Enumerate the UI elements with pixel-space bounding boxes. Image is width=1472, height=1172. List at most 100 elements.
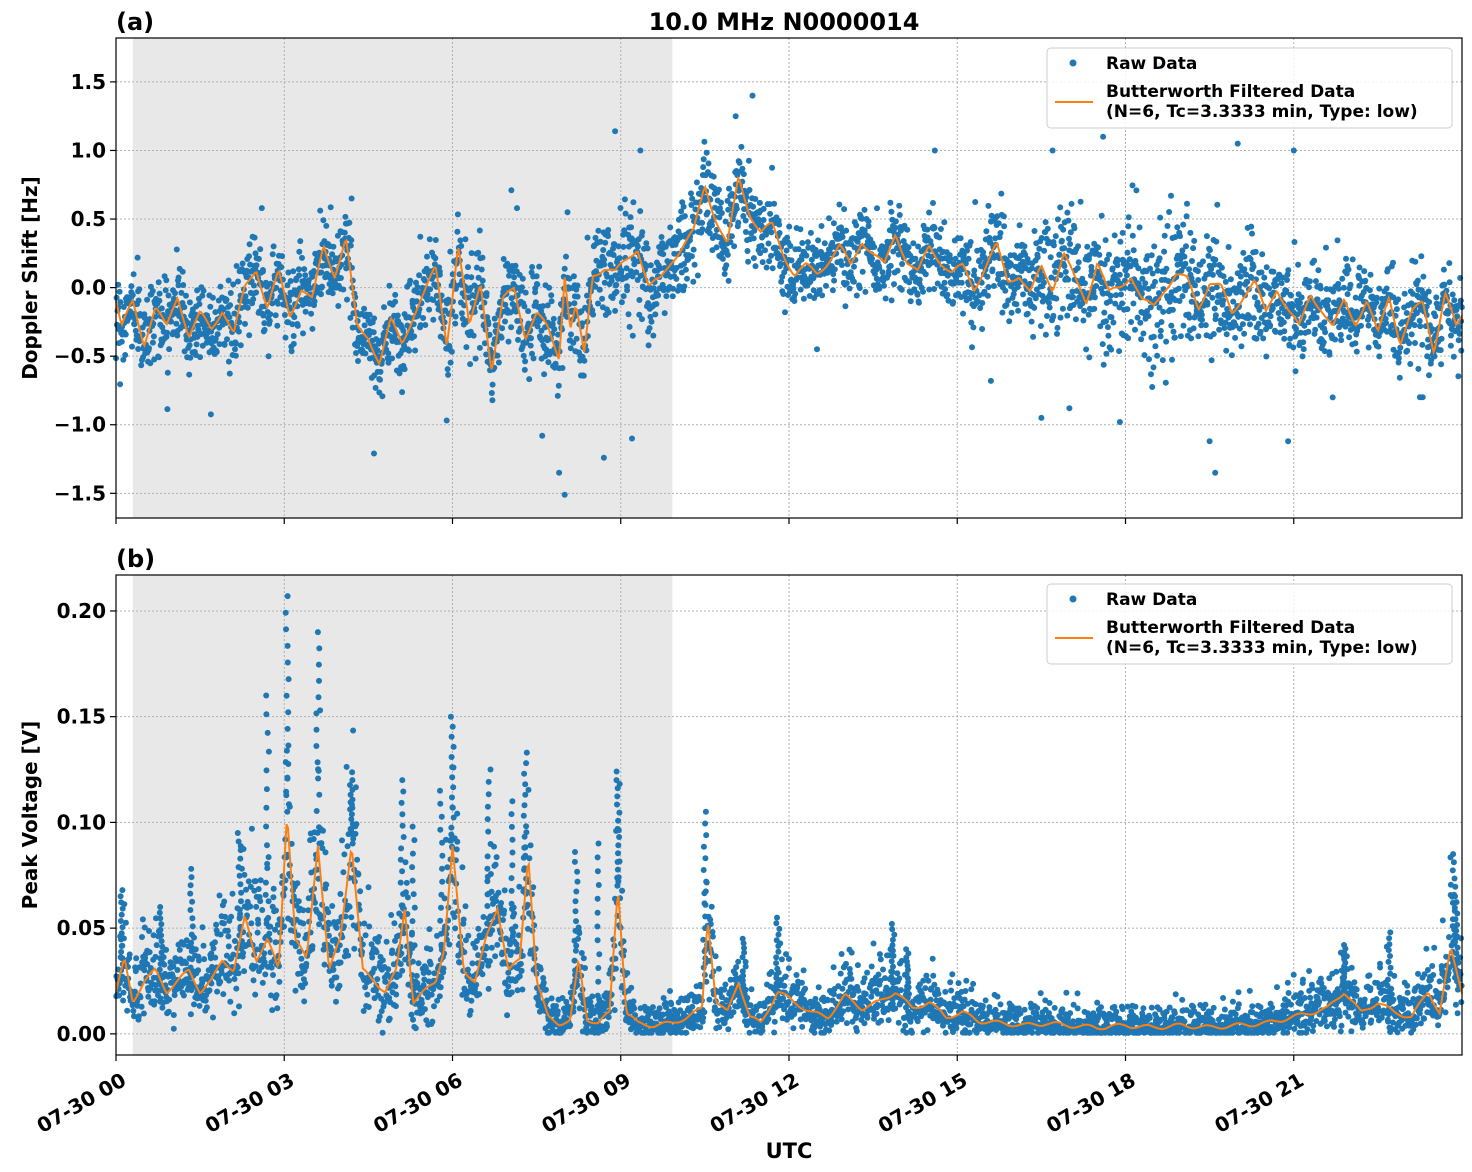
raw-data-point: [838, 262, 845, 268]
raw-data-point: [887, 262, 894, 269]
raw-data-point: [220, 920, 227, 927]
raw-data-point: [1057, 204, 1064, 211]
raw-data-point: [1100, 133, 1107, 140]
raw-data-point: [213, 349, 220, 355]
raw-data-point: [172, 290, 178, 297]
raw-data-point: [1056, 251, 1063, 258]
raw-data-point: [403, 879, 410, 886]
legend-filtered-params: (N=6, Tc=3.3333 min, Type: low): [1106, 102, 1418, 122]
raw-data-point: [527, 842, 534, 849]
raw-data-point: [196, 301, 203, 308]
raw-data-point: [1395, 355, 1402, 362]
raw-data-point: [333, 974, 340, 981]
raw-data-point: [1345, 266, 1352, 273]
raw-data-point: [724, 251, 731, 258]
raw-data-point: [492, 953, 499, 960]
raw-data-point: [422, 322, 429, 328]
raw-data-point: [709, 222, 715, 229]
raw-data-point: [1419, 341, 1426, 348]
raw-data-point: [499, 325, 506, 332]
raw-data-point: [650, 332, 657, 339]
raw-data-point: [467, 361, 474, 368]
raw-data-point: [778, 278, 785, 285]
raw-data-point: [486, 958, 493, 965]
y-tick-label: −1.0: [54, 413, 106, 437]
raw-data-point: [174, 967, 181, 973]
raw-data-point: [1431, 353, 1438, 360]
raw-data-point: [1138, 336, 1145, 343]
raw-data-point: [366, 311, 373, 318]
raw-data-point: [846, 285, 853, 292]
raw-data-point: [766, 258, 773, 265]
raw-data-point: [595, 227, 602, 234]
raw-data-point: [1334, 237, 1341, 244]
raw-data-point: [554, 1008, 561, 1015]
raw-data-point: [1263, 264, 1270, 271]
raw-data-point: [216, 892, 223, 899]
raw-data-point: [718, 199, 724, 206]
raw-data-point: [320, 217, 327, 224]
raw-data-point: [1148, 371, 1154, 378]
raw-data-point: [227, 302, 234, 309]
raw-data-point: [444, 864, 451, 871]
raw-data-point: [247, 903, 254, 910]
raw-data-point: [518, 967, 525, 974]
raw-data-point: [521, 366, 528, 373]
raw-data-point: [386, 1015, 393, 1022]
raw-data-point: [303, 960, 310, 967]
raw-data-point: [221, 341, 228, 348]
raw-data-point: [233, 263, 240, 269]
raw-data-point: [926, 209, 933, 216]
raw-data-point: [1292, 368, 1299, 375]
raw-data-point: [133, 955, 140, 962]
raw-data-point: [1259, 251, 1266, 258]
raw-data-point: [999, 309, 1006, 316]
raw-data-point: [1151, 243, 1158, 250]
raw-data-point: [1177, 333, 1184, 340]
raw-data-point: [667, 224, 674, 231]
raw-data-point: [340, 286, 347, 293]
raw-data-point: [180, 282, 187, 288]
raw-data-point: [444, 366, 451, 373]
raw-data-point: [254, 929, 261, 936]
raw-data-point: [233, 985, 240, 992]
raw-data-point: [668, 1001, 675, 1008]
raw-data-point: [428, 991, 435, 998]
raw-data-point: [1054, 324, 1061, 331]
panel-a-doppler: (a) −1.5−1.0−0.50.00.51.01.5 Doppler Shi…: [18, 8, 1465, 524]
raw-data-point: [1108, 314, 1115, 321]
raw-data-point: [1016, 222, 1023, 229]
raw-data-point: [181, 304, 188, 311]
raw-data-point: [920, 288, 926, 295]
raw-data-point: [1209, 271, 1216, 278]
raw-data-point: [425, 969, 432, 976]
raw-data-point: [972, 199, 979, 205]
raw-data-point: [292, 987, 299, 994]
raw-data-point: [656, 1005, 663, 1012]
raw-data-point: [337, 891, 344, 897]
raw-data-point: [1349, 256, 1356, 263]
raw-data-point: [165, 1008, 172, 1015]
raw-data-point: [767, 210, 774, 217]
raw-data-point: [1062, 268, 1069, 275]
raw-data-point: [191, 1001, 197, 1008]
raw-data-point: [197, 354, 204, 361]
raw-data-point: [1239, 321, 1246, 328]
raw-data-point: [1455, 373, 1462, 380]
raw-data-point: [1227, 276, 1234, 283]
raw-data-point: [229, 890, 236, 897]
raw-data-point: [131, 321, 138, 328]
raw-data-point: [1160, 308, 1167, 315]
raw-data-point: [1021, 243, 1028, 250]
raw-data-point: [688, 190, 694, 197]
raw-data-point: [861, 206, 868, 213]
raw-data-point: [483, 290, 490, 297]
raw-data-point: [139, 916, 146, 923]
raw-data-point: [1290, 147, 1297, 154]
raw-data-point: [958, 279, 965, 286]
raw-data-point: [905, 244, 912, 251]
raw-data-point: [235, 278, 241, 285]
raw-data-point: [330, 966, 337, 973]
raw-data-point: [1123, 272, 1130, 279]
raw-data-point: [904, 226, 911, 233]
